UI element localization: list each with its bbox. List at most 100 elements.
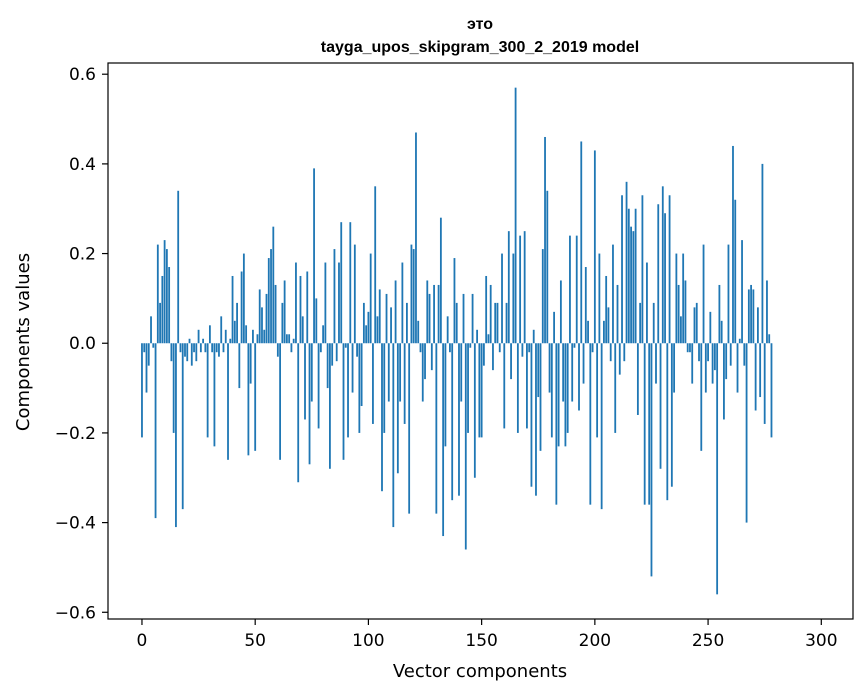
bar-61 [279, 343, 281, 460]
bar-90 [344, 343, 347, 348]
bar-66 [290, 343, 293, 353]
bar-37 [224, 329, 227, 344]
bar-238 [680, 316, 682, 344]
bar-156 [494, 302, 497, 344]
bar-173 [532, 329, 535, 344]
bar-275 [763, 343, 766, 424]
bar-82 [326, 343, 329, 389]
bar-189 [569, 235, 571, 344]
bar-15 [175, 343, 177, 528]
bar-125 [424, 343, 426, 380]
bar-59 [274, 284, 277, 344]
bar-276 [766, 280, 768, 344]
bar-273 [759, 343, 762, 398]
bar-218 [634, 208, 637, 344]
bar-188 [566, 343, 569, 433]
bar-164 [512, 253, 515, 344]
bar-28 [204, 343, 207, 353]
bar-83 [329, 343, 331, 469]
bar-95 [356, 343, 358, 357]
bar-54 [263, 329, 266, 344]
bar-93 [351, 343, 354, 393]
bar-55 [265, 293, 268, 344]
bar-155 [492, 343, 494, 371]
bar-105 [378, 289, 381, 344]
bar-163 [510, 343, 512, 380]
bar-119 [410, 244, 413, 344]
bar-31 [211, 343, 214, 353]
bar-154 [489, 284, 492, 344]
y-tick-label: 0.6 [69, 65, 96, 85]
bar-21 [188, 338, 191, 344]
bar-101 [369, 253, 372, 344]
bar-226 [652, 302, 655, 344]
bar-264 [738, 338, 741, 344]
bar-100 [367, 311, 370, 344]
bar-116 [403, 343, 406, 424]
bar-236 [675, 253, 678, 344]
bar-2 [145, 343, 148, 393]
x-axis-label: Vector components [393, 661, 567, 682]
bar-248 [702, 244, 705, 344]
bar-76 [313, 168, 315, 344]
bar-178 [544, 136, 546, 344]
bar-167 [519, 235, 522, 344]
bar-120 [412, 249, 415, 344]
y-tick-label: 0.4 [69, 155, 96, 175]
bar-262 [734, 199, 737, 344]
x-tick-label: 250 [692, 631, 724, 651]
bar-177 [541, 249, 544, 344]
bar-135 [446, 316, 449, 344]
bar-195 [582, 343, 585, 384]
bar-103 [374, 186, 377, 344]
bar-7 [156, 244, 159, 344]
bar-5 [152, 343, 155, 348]
bar-249 [704, 343, 707, 393]
bar-51 [256, 334, 259, 344]
bar-246 [698, 343, 700, 362]
bar-121 [415, 132, 417, 344]
x-tick-label: 0 [137, 631, 148, 651]
bar-32 [213, 343, 216, 447]
bar-206 [607, 307, 610, 344]
bar-268 [747, 289, 750, 344]
bar-85 [333, 249, 336, 344]
ticks-group: 0 50 100 150 200 250 300 −0.6 −0.4 −0.2 0.0 0.2 0.4 0… [55, 65, 838, 651]
bar-175 [537, 343, 540, 398]
bar-161 [505, 302, 508, 344]
bar-223 [646, 262, 648, 344]
bar-69 [297, 343, 300, 483]
bar-102 [372, 343, 374, 424]
bar-49 [252, 329, 254, 344]
bar-127 [428, 293, 431, 344]
bar-207 [609, 343, 612, 362]
bar-272 [756, 307, 759, 344]
bar-64 [285, 334, 288, 344]
bar-42 [236, 302, 238, 344]
bar-107 [383, 343, 386, 433]
bar-258 [725, 343, 728, 380]
bar-205 [605, 275, 608, 344]
bar-67 [292, 338, 295, 344]
bar-197 [587, 320, 589, 344]
bar-202 [598, 253, 601, 344]
bars-group [141, 87, 773, 595]
bar-254 [716, 343, 719, 595]
bar-198 [589, 343, 592, 505]
bar-52 [258, 289, 261, 344]
bar-235 [673, 343, 676, 393]
chart-title-line1: это [467, 16, 493, 33]
bar-126 [426, 280, 429, 344]
bar-203 [600, 343, 603, 510]
bar-128 [430, 343, 433, 371]
bar-183 [555, 343, 558, 505]
bar-53 [261, 307, 263, 344]
bar-169 [523, 231, 526, 344]
bar-146 [471, 293, 474, 344]
bar-73 [306, 271, 309, 344]
bar-180 [548, 343, 551, 393]
y-tick-label: −0.4 [55, 514, 96, 534]
bar-89 [342, 343, 345, 460]
bar-165 [514, 87, 517, 344]
